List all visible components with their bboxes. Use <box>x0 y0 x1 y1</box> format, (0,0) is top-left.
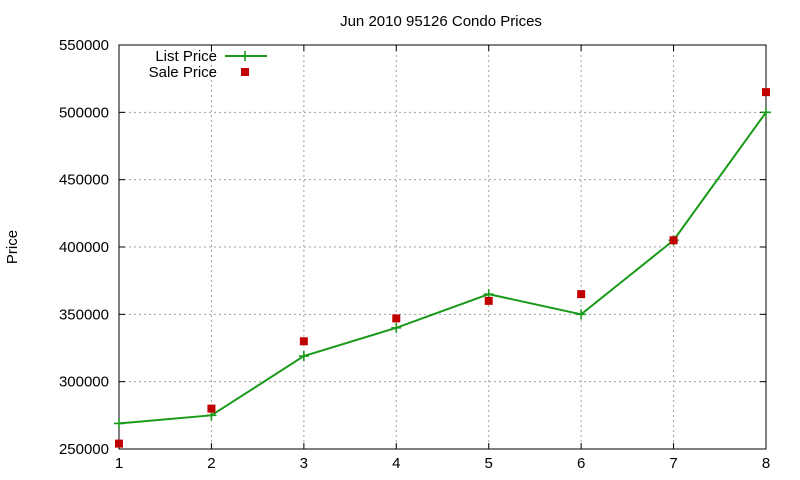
series-line <box>118 111 767 425</box>
grid <box>118 44 767 450</box>
legend-marker <box>241 68 249 76</box>
data-point <box>114 418 124 429</box>
x-tick-label: 8 <box>762 455 770 472</box>
y-tick-label: 300000 <box>59 374 109 391</box>
data-point <box>299 337 308 346</box>
data-point <box>391 322 402 333</box>
y-tick-label: 250000 <box>59 441 109 458</box>
data-point <box>392 314 401 323</box>
legend-label: Sale Price <box>149 64 217 81</box>
data-point <box>484 296 493 305</box>
x-tick-label: 4 <box>392 455 400 472</box>
axis-ticks: 1 2 3 4 5 6 7 8 250000 300000 350000 400000 450000 50… <box>59 37 770 472</box>
data-point <box>669 236 678 245</box>
data-point <box>577 290 586 299</box>
series-list-price <box>114 107 771 429</box>
legend-marker <box>240 51 250 61</box>
y-tick-label: 500000 <box>59 104 109 121</box>
data-point <box>761 107 771 118</box>
data-point <box>576 309 587 320</box>
chart-title: Jun 2010 95126 Condo Prices <box>340 13 542 30</box>
data-point <box>115 439 123 448</box>
x-tick-label: 7 <box>669 455 677 472</box>
x-tick-label: 2 <box>207 455 215 472</box>
x-tick-label: 3 <box>300 455 308 472</box>
legend-label: List Price <box>155 48 217 65</box>
x-tick-label: 5 <box>485 455 493 472</box>
y-tick-label: 550000 <box>59 37 109 54</box>
data-point <box>762 88 770 97</box>
x-tick-label: 1 <box>115 455 123 472</box>
data-point <box>298 351 309 362</box>
y-tick-label: 350000 <box>59 306 109 323</box>
plot-frame <box>118 44 767 450</box>
y-axis-label: Price <box>4 230 21 264</box>
series-sale-price <box>115 88 770 448</box>
data-point <box>207 404 216 413</box>
x-tick-label: 6 <box>577 455 585 472</box>
series <box>114 88 771 448</box>
y-tick-label: 400000 <box>59 239 109 256</box>
y-tick-label: 450000 <box>59 172 109 189</box>
